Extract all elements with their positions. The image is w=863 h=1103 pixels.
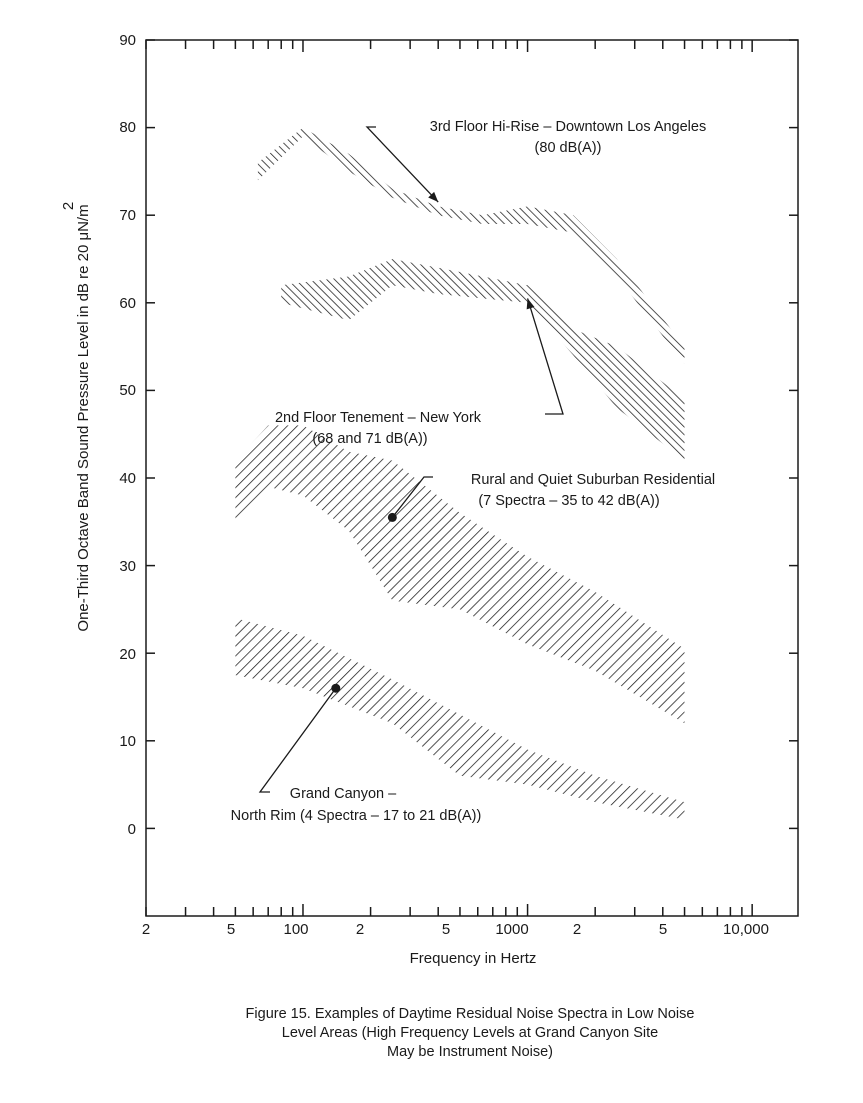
leader-line-canyon: [258, 687, 337, 793]
band-series-4: [235, 618, 685, 820]
x-axis-title: Frequency in Hertz: [410, 950, 537, 967]
y-tick-label: 0: [128, 821, 136, 838]
leader-line-la: [365, 126, 439, 203]
leader-line-ny: [526, 298, 564, 415]
x-tick-label: 2: [142, 921, 150, 938]
annotation-canyon-line2: North Rim (4 Spectra – 17 to 21 dB(A)): [231, 808, 482, 824]
y-tick-label: 70: [119, 207, 136, 224]
leader-line-rural: [391, 476, 433, 518]
figure-caption: Figure 15. Examples of Daytime Residual …: [150, 1005, 790, 1062]
y-tick-label: 20: [119, 646, 136, 663]
annotation-ny-line1: 2nd Floor Tenement – New York: [275, 410, 482, 426]
y-tick-label: 10: [119, 733, 136, 750]
marker-dot-canyon: [331, 683, 341, 693]
x-tick-label: 2: [573, 921, 581, 938]
band-series-1: [257, 127, 685, 365]
x-tick-label: 1000: [495, 921, 528, 938]
chart: 0 10 20 30 40 50 60 70 80 90 2 5 100 2 5…: [60, 32, 799, 967]
band-series-3: [235, 425, 685, 724]
annotation-la-line1: 3rd Floor Hi-Rise – Downtown Los Angeles: [430, 119, 706, 135]
y-tick-label: 40: [119, 470, 136, 487]
annotation-la-line2: (80 dB(A)): [535, 140, 602, 156]
y-axis-title: One-Third Octave Band Sound Pressure Lev…: [75, 204, 92, 631]
caption-line-1: Figure 15. Examples of Daytime Residual …: [245, 1006, 695, 1022]
annotation-rural-line1: Rural and Quiet Suburban Residential: [471, 472, 715, 488]
y-tick-label: 90: [119, 32, 136, 49]
band-series-2: [281, 259, 685, 461]
marker-dot-rural: [387, 512, 397, 522]
x-tick-label: 5: [227, 921, 235, 938]
y-tick-label: 30: [119, 558, 136, 575]
y-axis-title-superscript: 2: [60, 202, 77, 210]
band-group: [235, 127, 685, 820]
annotation-leaders: [258, 126, 564, 793]
x-tick-label: 5: [659, 921, 667, 938]
x-tick-label: 5: [442, 921, 450, 938]
arrowhead-la: [428, 191, 439, 203]
y-tick-label: 50: [119, 382, 136, 399]
x-tick-label: 100: [283, 921, 308, 938]
annotation-ny-line2: (68 and 71 dB(A)): [312, 431, 427, 447]
y-tick-label: 80: [119, 119, 136, 136]
caption-line-3: May be Instrument Noise): [386, 1044, 553, 1060]
annotation-rural-line2: (7 Spectra – 35 to 42 dB(A)): [478, 493, 659, 509]
x-tick-label: 2: [356, 921, 364, 938]
y-tick-label: 60: [119, 295, 136, 312]
x-axis-ticks: [145, 40, 753, 916]
arrowhead-ny: [526, 298, 535, 310]
y-axis-ticks: [146, 39, 798, 830]
caption-line-2: Level Areas (High Frequency Levels at Gr…: [281, 1025, 659, 1041]
x-tick-label: 10,000: [723, 921, 769, 938]
annotation-canyon-line1: Grand Canyon –: [290, 786, 397, 802]
